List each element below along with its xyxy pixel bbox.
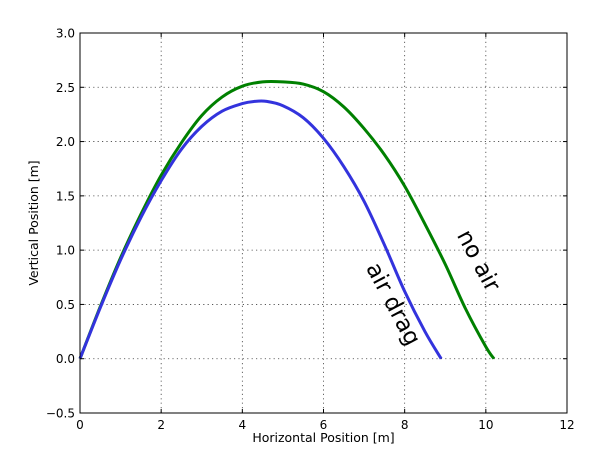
x-tick-label: 12 [559, 418, 574, 432]
series-layer [78, 79, 496, 360]
y-tick-label: 3.0 [56, 27, 75, 41]
x-tick-label: 10 [478, 418, 493, 432]
axis-ticks: 0 2 4 6 8 10 12 −0.5 0.0 0.5 1.0 1.5 2.0 2.5 3.0 [46, 27, 575, 433]
y-tick-label: −0.5 [46, 407, 75, 421]
y-tick-label: 1.5 [56, 189, 75, 203]
y-tick-label: 2.0 [56, 135, 75, 149]
series-line-air-drag [78, 99, 443, 360]
x-tick-label: 6 [320, 418, 328, 432]
x-tick-label: 2 [157, 418, 165, 432]
y-tick-label: 0.5 [56, 298, 75, 312]
series-line-no-air [78, 79, 496, 360]
x-tick-label: 8 [401, 418, 409, 432]
y-tick-label: 2.5 [56, 81, 75, 95]
y-axis-label: Vertical Position [m] [26, 160, 41, 285]
x-axis-label: Horizontal Position [m] [252, 430, 394, 445]
x-tick-label: 0 [76, 418, 84, 432]
grid [80, 33, 567, 413]
y-tick-label: 1.0 [56, 244, 75, 258]
y-tick-label: 0.0 [56, 352, 75, 366]
x-tick-label: 4 [239, 418, 247, 432]
